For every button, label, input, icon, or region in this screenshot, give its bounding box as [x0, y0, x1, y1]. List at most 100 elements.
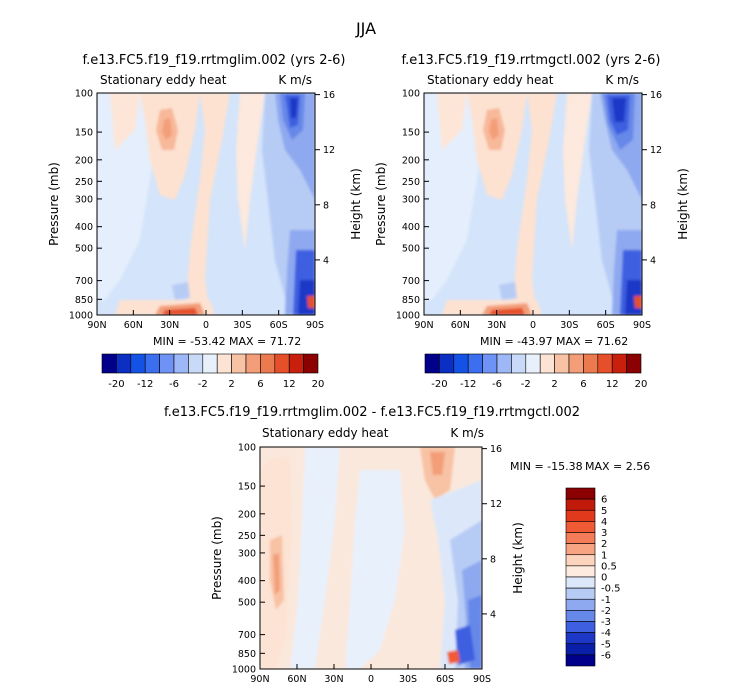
colorbar-swatch: [565, 621, 596, 633]
x-tick-label: 90N: [414, 320, 433, 331]
colorbar-swatch: [565, 498, 596, 511]
colorbar-swatch: [565, 521, 596, 533]
y-tick-label: 300: [75, 194, 93, 205]
colorbar-swatch: [525, 353, 541, 374]
panel-2-max-label: MAX = 71.62: [556, 335, 628, 348]
colorbar-swatch: [245, 353, 261, 374]
panel-1-max-label: MAX = 71.72: [229, 335, 301, 348]
panel-1-min-label: MIN = -53.42: [153, 335, 226, 348]
panel-3-max-label: MAX = 2.56: [585, 460, 650, 473]
colorbar-swatch: [511, 353, 527, 374]
colorbar-label: -0.5: [601, 584, 621, 595]
y-tick-label: 100: [238, 443, 256, 454]
colorbar-label: 6: [601, 495, 607, 506]
y-tick-label: 200: [238, 509, 256, 520]
colorbar-swatch: [565, 654, 596, 667]
colorbar-swatch: [453, 353, 469, 374]
colorbar-swatch: [173, 353, 189, 374]
colorbar-swatch: [626, 353, 642, 374]
panel-3-min-label: MIN = -15.38: [510, 460, 583, 473]
colorbar-swatch: [565, 587, 596, 600]
colorbar-swatch: [597, 353, 613, 374]
panel-3-y2label: Height (km): [511, 522, 525, 593]
panel-3-y-ticks: 100 150 200 250 300 400 500 700 850 1000: [232, 443, 265, 676]
x-tick-label: 30S: [399, 674, 417, 685]
colorbar-label: 1: [601, 550, 607, 561]
y-tick-label: 400: [75, 222, 93, 233]
x-tick-label: 60S: [436, 674, 454, 685]
colorbar-label: -12: [460, 379, 476, 390]
y-tick-label: 300: [238, 548, 256, 559]
panel-2-y2label: Height (km): [676, 168, 690, 239]
colorbar-swatch: [216, 353, 232, 374]
colorbar-label: 6: [257, 379, 263, 390]
panel-2-min-label: MIN = -43.97: [480, 335, 553, 348]
panel-1-right-subtitle: K m/s: [278, 73, 312, 87]
colorbar-label: 12: [283, 379, 296, 390]
x-tick-label: 90S: [306, 320, 324, 331]
main-title: JJA: [355, 19, 376, 38]
colorbar-label: -20: [431, 379, 447, 390]
x-tick-label: 60N: [287, 674, 306, 685]
panel-1-colorbar: -20 -12 -6 -2 2 6 12 20: [101, 353, 324, 390]
panel-3-title: f.e13.FC5.f19_f19.rrtmglim.002 - f.e13.F…: [164, 405, 580, 420]
panel-1-left-subtitle: Stationary eddy heat: [100, 73, 227, 87]
y-tick-label: 500: [75, 244, 93, 255]
y2-tick-label: 4: [650, 255, 656, 266]
colorbar-label: 5: [601, 506, 607, 517]
y-tick-label: 150: [402, 128, 420, 139]
colorbar-swatch: [439, 353, 455, 374]
panel-1: f.e13.FC5.f19_f19.rrtmglim.002 (yrs 2-6)…: [47, 53, 363, 390]
x-tick-label: 30N: [160, 320, 179, 331]
colorbar-swatch: [611, 353, 627, 374]
colorbar-label: -20: [108, 379, 124, 390]
colorbar-label: -3: [601, 617, 611, 628]
panel-1-y2label: Height (km): [349, 168, 363, 239]
y-tick-label: 200: [75, 155, 93, 166]
colorbar-swatch: [274, 353, 290, 374]
y2-tick-label: 12: [490, 499, 502, 510]
colorbar-swatch: [565, 532, 596, 544]
colorbar-swatch: [565, 509, 596, 522]
x-tick-label: 30N: [487, 320, 506, 331]
x-tick-label: 0: [530, 320, 536, 331]
x-tick-label: 30S: [233, 320, 251, 331]
panel-2-y-ticks: 100 150 200 250 300 400 500 700 850 1000: [396, 89, 429, 322]
colorbar-swatch: [539, 353, 555, 374]
colorbar-label: 12: [606, 379, 619, 390]
colorbar-swatch: [260, 353, 276, 374]
x-tick-label: 60N: [451, 320, 470, 331]
colorbar-swatch: [565, 632, 596, 645]
y-tick-label: 100: [75, 89, 93, 100]
panel-3-ylabel: Pressure (mb): [210, 516, 224, 600]
colorbar-swatch: [583, 353, 599, 374]
colorbar-swatch: [565, 487, 596, 500]
x-tick-label: 0: [368, 674, 374, 685]
y-tick-label: 400: [238, 576, 256, 587]
panel-2-left-subtitle: Stationary eddy heat: [427, 73, 554, 87]
y-tick-label: 250: [402, 177, 420, 188]
colorbar-label: 20: [635, 379, 648, 390]
colorbar-label: -6: [492, 379, 502, 390]
colorbar-swatch: [565, 610, 596, 622]
y2-tick-label: 12: [650, 145, 662, 156]
x-tick-label: 90N: [87, 320, 106, 331]
panel-1-y-ticks: 100 150 200 250 300 400 500 700 850 1000: [69, 89, 102, 322]
panel-2: f.e13.FC5.f19_f19.rrtmgctl.002 (yrs 2-6)…: [374, 53, 690, 390]
colorbar-swatch: [101, 353, 117, 374]
y2-tick-label: 16: [490, 444, 502, 455]
colorbar-swatch: [565, 543, 596, 556]
panel-2-title: f.e13.FC5.f19_f19.rrtmgctl.002 (yrs 2-6): [402, 53, 661, 68]
colorbar-swatch: [467, 353, 483, 374]
y-tick-label: 500: [238, 598, 256, 609]
colorbar-label: 2: [228, 379, 234, 390]
panel-2-ylabel: Pressure (mb): [374, 162, 388, 246]
panel-1-x-ticks: 90N 60N 30N 0 30S 60S 90S: [87, 310, 324, 331]
colorbar-label: -12: [137, 379, 153, 390]
colorbar-swatch: [565, 576, 596, 589]
y-tick-label: 700: [238, 630, 256, 641]
colorbar-label: 6: [580, 379, 586, 390]
y-tick-label: 250: [75, 177, 93, 188]
